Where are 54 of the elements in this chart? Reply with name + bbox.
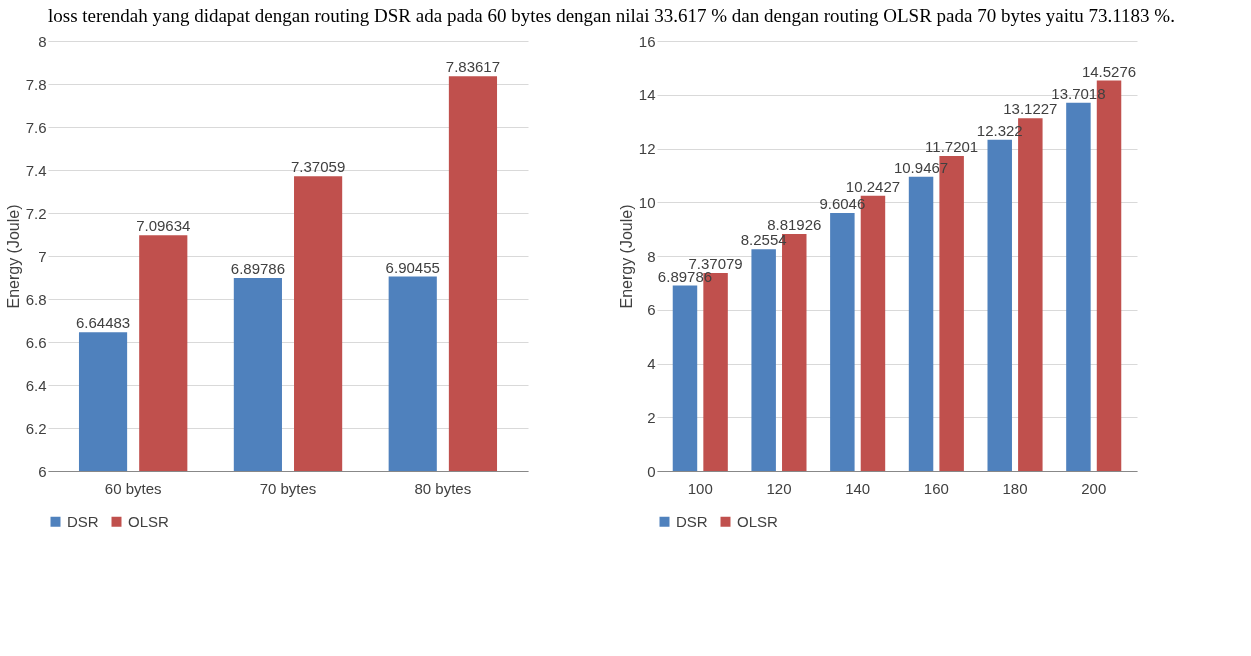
data-label: 6.90455: [385, 258, 440, 276]
y-tick-label: 12: [638, 139, 656, 157]
bar: [1066, 102, 1091, 471]
y-tick-label: 2: [647, 408, 656, 426]
data-label: 7.09634: [136, 216, 191, 234]
y-tick-label: 6: [38, 462, 47, 480]
y-tick-label: 7.8: [25, 75, 47, 93]
x-tick-label: 60 bytes: [104, 479, 162, 497]
x-tick-label: 180: [1002, 479, 1028, 497]
y-tick-label: 6: [647, 300, 656, 318]
x-tick-label: 80 bytes: [414, 479, 472, 497]
y-tick-label: 6.2: [25, 419, 47, 437]
x-tick-label: 70 bytes: [259, 479, 317, 497]
y-tick-label: 6.4: [25, 376, 47, 394]
bar: [830, 212, 855, 471]
y-tick-label: 7.2: [25, 204, 47, 222]
data-label: 13.1227: [1003, 100, 1058, 118]
data-label: 6.89786: [230, 259, 286, 277]
data-label: 10.2427: [845, 177, 901, 195]
y-tick-label: 8: [647, 247, 656, 265]
data-label: 7.37059: [290, 158, 346, 176]
legend-label: DSR: [676, 512, 708, 530]
y-tick-label: 4: [647, 354, 656, 372]
bar: [987, 139, 1012, 471]
bar: [908, 176, 934, 471]
y-tick-label: 14: [638, 85, 656, 103]
y-tick-label: 6.8: [25, 290, 47, 308]
x-tick-label: 140: [845, 479, 871, 497]
x-tick-label: 120: [766, 479, 792, 497]
legend-label: OLSR: [128, 512, 170, 530]
data-label: 7.37079: [688, 254, 743, 272]
data-label: 7.83617: [445, 57, 501, 75]
legend-label: DSR: [67, 512, 99, 530]
y-tick-label: 6.6: [25, 333, 47, 351]
x-tick-label: 200: [1081, 479, 1107, 497]
y-axis-title: Energy (Joule): [617, 204, 635, 309]
y-axis-title: Energy (Joule): [4, 204, 22, 309]
legend-label: OLSR: [737, 512, 779, 530]
y-tick-label: 7: [38, 247, 47, 265]
data-label: 6.64483: [75, 314, 131, 332]
y-tick-label: 10: [638, 193, 656, 211]
bar: [672, 285, 698, 471]
y-tick-label: 8: [38, 32, 47, 50]
x-tick-label: 160: [923, 479, 949, 497]
data-label: 11.7201: [925, 137, 979, 155]
text: loss terendah yang didapat dengan routing DSR ada pada 60 bytes dengan nilai 33.617 % dan dengan routing OLSR pada 70 bytes yaitu 73.1183 %.: [47, 4, 1176, 28]
y-tick-label: 0: [647, 462, 656, 480]
y-tick-label: 16: [638, 32, 656, 50]
x-tick-label: 100: [687, 479, 713, 497]
data-label: 14.5276: [1081, 62, 1137, 80]
data-label: 8.81926: [767, 215, 822, 233]
y-tick-label: 7.6: [25, 118, 47, 136]
bar: [751, 248, 776, 471]
y-tick-label: 7.4: [25, 161, 47, 179]
